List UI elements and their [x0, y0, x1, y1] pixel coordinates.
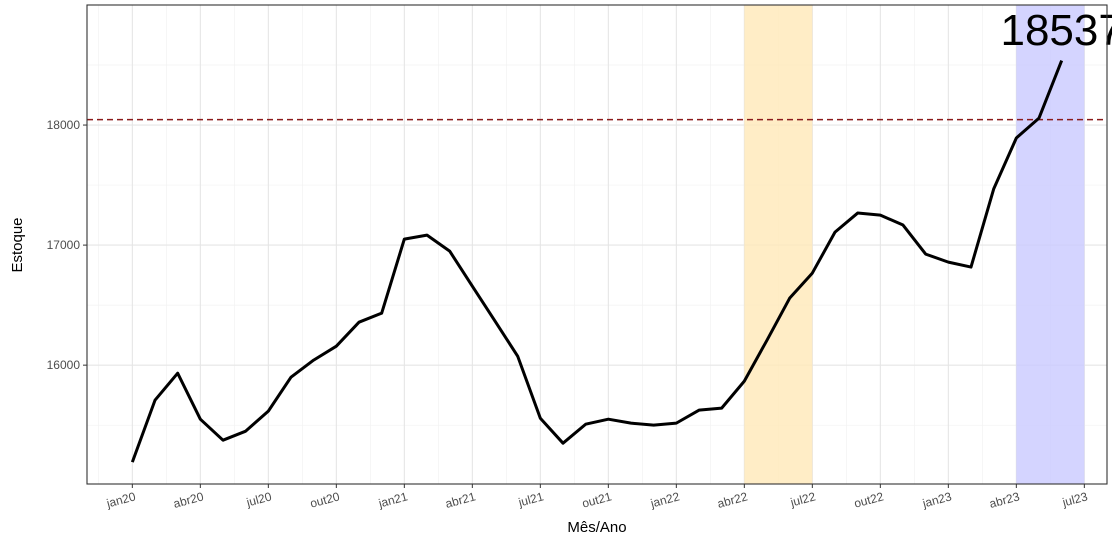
- x-tick-label: jan20: [104, 489, 137, 510]
- x-tick-label: out22: [852, 489, 885, 510]
- x-tick-label: jul22: [788, 489, 817, 509]
- y-tick-label: 17000: [47, 238, 81, 252]
- y-tick-label: 18000: [47, 118, 81, 132]
- panel-border: [86, 4, 1108, 485]
- y-axis-title: Estoque: [9, 217, 26, 272]
- x-tick-label: out20: [308, 489, 341, 510]
- x-axis-title: Mês/Ano: [567, 519, 626, 536]
- x-tick-label: jul23: [1060, 489, 1089, 509]
- value-label: 18537: [1000, 6, 1112, 55]
- x-tick-label: jan22: [648, 489, 681, 510]
- x-tick-label: jan21: [376, 489, 409, 510]
- line: [130, 60, 1064, 463]
- x-tick-label: jan23: [920, 489, 953, 510]
- y-tick-label: 16000: [47, 358, 81, 372]
- x-tick-label: out21: [580, 489, 613, 510]
- x-tick-label: abr20: [172, 489, 206, 511]
- x-tick-label: jul21: [516, 489, 545, 509]
- highlight-band: [744, 5, 813, 484]
- highlight-band: [1016, 5, 1085, 484]
- x-tick-label: abr22: [716, 489, 750, 511]
- x-tick-label: abr21: [444, 489, 478, 511]
- x-tick-label: abr23: [988, 489, 1022, 511]
- x-tick-label: jul20: [244, 489, 273, 509]
